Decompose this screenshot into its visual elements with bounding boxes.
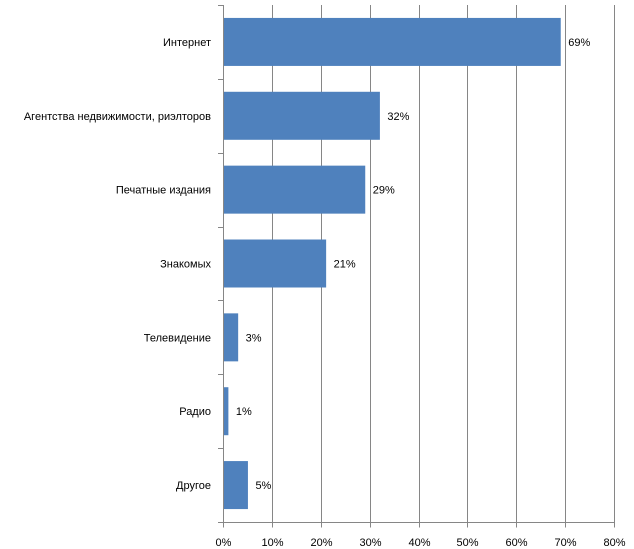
bar-1 [223,91,380,140]
x-tick-label-3: 30% [359,537,381,549]
x-tick-label-7: 70% [554,537,576,549]
bar-4 [223,313,239,362]
data-label-5: 1% [236,406,252,418]
axes [218,5,615,528]
bar-2 [223,165,366,214]
category-label-4: Телевидение [144,332,211,344]
x-tick-label-0: 0% [216,537,232,549]
x-tick-label-1: 10% [261,537,283,549]
category-label-2: Печатные издания [116,185,211,197]
category-label-6: Другое [176,480,211,492]
category-label-5: Радио [179,406,211,418]
data-label-1: 32% [387,111,409,123]
data-label-4: 3% [246,332,262,344]
x-tick-label-8: 80% [603,537,625,549]
bars [223,17,561,510]
labels: Интернет 69% Агентства недвижимости, риэлт… [24,37,626,549]
data-label-6: 5% [255,480,271,492]
x-tick-label-6: 60% [505,537,527,549]
data-label-2: 29% [373,185,395,197]
data-label-0: 69% [568,37,590,49]
bar-0 [223,17,561,66]
bar-5 [223,387,229,436]
x-tick-label-4: 40% [408,537,430,549]
category-label-3: Знакомых [160,259,211,271]
gridlines [272,5,615,522]
bar-3 [223,239,327,288]
x-tick-label-5: 50% [456,537,478,549]
category-label-0: Интернет [163,37,211,49]
bar-6 [223,461,248,510]
x-tick-label-2: 20% [310,537,332,549]
category-label-1: Агентства недвижимости, риэлторов [24,111,211,123]
data-label-3: 21% [334,259,356,271]
